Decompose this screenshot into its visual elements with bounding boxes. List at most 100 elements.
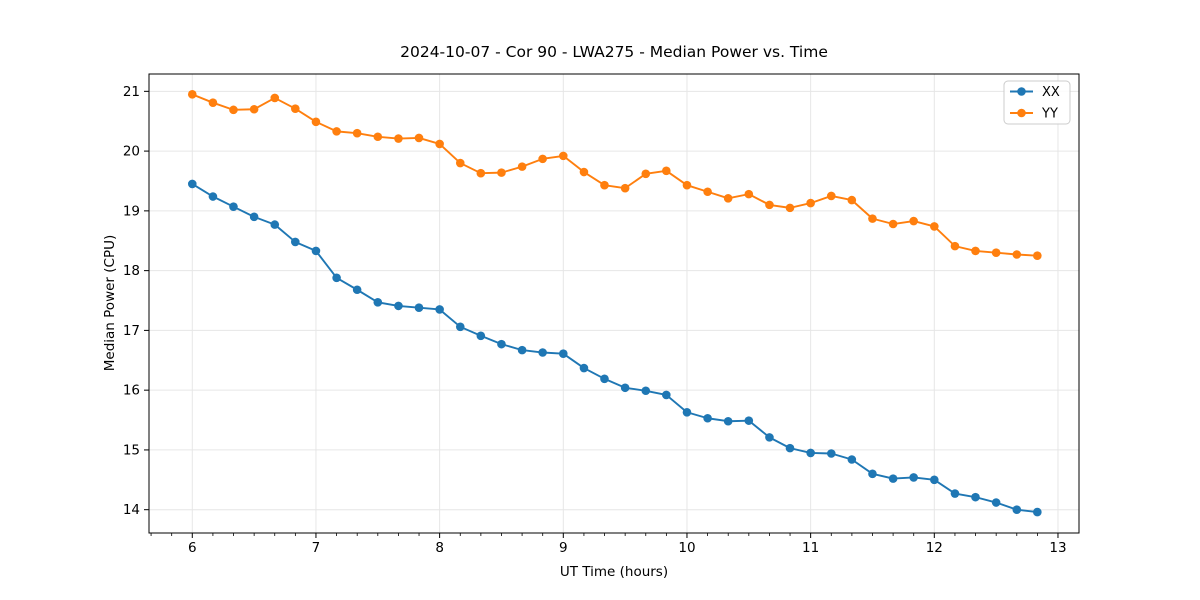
series-xx-point (311, 246, 321, 256)
series-yy-point (765, 200, 774, 210)
series-yy-point (352, 128, 362, 138)
series-xx-point (229, 202, 238, 211)
y-tick-label: 17 (123, 323, 140, 339)
legend-label: YY (1041, 107, 1058, 122)
series-xx-point (930, 475, 939, 485)
series-yy-point (579, 167, 589, 177)
series-xx-point (517, 345, 527, 355)
series-xx-point (950, 489, 960, 498)
series-xx-point (249, 212, 259, 222)
series-xx-point (497, 339, 506, 349)
series-yy-point (682, 180, 692, 190)
series-yy-point (785, 203, 795, 213)
series-yy-line (191, 93, 1039, 257)
series-yy-point (744, 189, 754, 199)
series-yy-point (291, 104, 300, 113)
y-tick-label: 18 (123, 263, 140, 279)
y-tick-label: 15 (123, 442, 140, 458)
series-xx-point (620, 383, 630, 393)
series-xx-point (476, 331, 486, 341)
series-xx-point (703, 413, 712, 423)
series-xx-point (352, 285, 362, 295)
y-tick-label: 21 (123, 84, 140, 100)
series-xx-point (394, 301, 403, 311)
series-yy-point (558, 151, 568, 161)
series-yy-point (950, 241, 960, 251)
series-yy-point (991, 248, 1001, 257)
series-xx-point (847, 455, 857, 464)
series-yy-point (971, 246, 980, 256)
series-xx-point (291, 237, 300, 247)
series-xx-point (868, 469, 877, 479)
series-yy-point (600, 180, 609, 190)
series-yy-point (909, 216, 918, 226)
series-yy-point (641, 169, 651, 179)
series-xx-point (435, 305, 444, 314)
series-yy-point (394, 134, 403, 143)
series-xx-point (455, 322, 465, 332)
series-xx-point (991, 498, 1001, 507)
series-xx-point (662, 390, 671, 400)
x-axis-label: UT Time (hours) (559, 564, 669, 580)
series-xx-point (332, 273, 341, 283)
y-axis-label: Median Power (CPU) (102, 234, 118, 372)
series-xx-point (579, 363, 589, 373)
series-xx-point (373, 298, 383, 307)
x-tick-label: 13 (1049, 540, 1066, 556)
series-yy-point (270, 93, 280, 103)
series-yy-point (662, 166, 671, 176)
series-yy-point (1012, 250, 1022, 259)
y-tick-label: 19 (123, 203, 140, 219)
chart-title: 2024-10-07 - Cor 90 - LWA275 - Median Po… (400, 43, 828, 61)
series-xx-line (191, 183, 1039, 514)
legend-swatch-marker (1017, 87, 1026, 96)
series-xx-point (888, 474, 898, 483)
series-yy-point (620, 183, 630, 193)
series-yy-point (332, 127, 341, 136)
series-xx-point (785, 443, 795, 453)
legend-label: XX (1042, 85, 1060, 100)
series-xx-point (641, 386, 651, 396)
x-tick-label: 7 (312, 540, 321, 556)
x-tick-label: 12 (926, 540, 943, 556)
series-yy-point (187, 90, 197, 99)
series-xx-point (208, 192, 218, 201)
series-yy-point (930, 222, 939, 231)
series-xx-point (600, 374, 609, 384)
series-xx-point (558, 349, 568, 359)
y-tick-label: 14 (123, 502, 140, 518)
x-tick-label: 9 (559, 540, 568, 556)
series-yy-point (373, 132, 383, 142)
x-tick-label: 6 (188, 540, 197, 556)
series-yy-point (455, 158, 465, 168)
series-yy-point (249, 104, 259, 114)
series-xx-point (765, 433, 774, 442)
series-yy-point (1033, 251, 1042, 260)
series-xx-point (971, 492, 980, 502)
series-yy-point (229, 105, 238, 115)
series-yy-point (723, 194, 733, 203)
series-yy-point (414, 133, 424, 143)
series-xx-point (909, 473, 918, 482)
series-xx-point (723, 416, 733, 426)
series-yy-point (847, 195, 857, 205)
series-xx-point (1012, 505, 1022, 514)
series-yy-point (311, 117, 321, 127)
series-xx-point (744, 416, 754, 425)
series-yy-point (888, 219, 898, 229)
series-xx-point (806, 448, 815, 458)
series-yy-point (703, 187, 712, 197)
legend-box (1003, 80, 1071, 125)
plot-border (148, 73, 1080, 534)
legend-swatch-marker (1017, 108, 1026, 118)
series-yy-point (868, 214, 877, 223)
x-tick-label: 11 (802, 540, 819, 556)
y-tick-label: 20 (123, 144, 140, 160)
x-tick-label: 8 (435, 540, 444, 556)
series-yy-point (435, 139, 444, 149)
series-yy-point (538, 154, 547, 164)
series-yy-point (826, 191, 836, 201)
series-yy-point (517, 162, 527, 171)
